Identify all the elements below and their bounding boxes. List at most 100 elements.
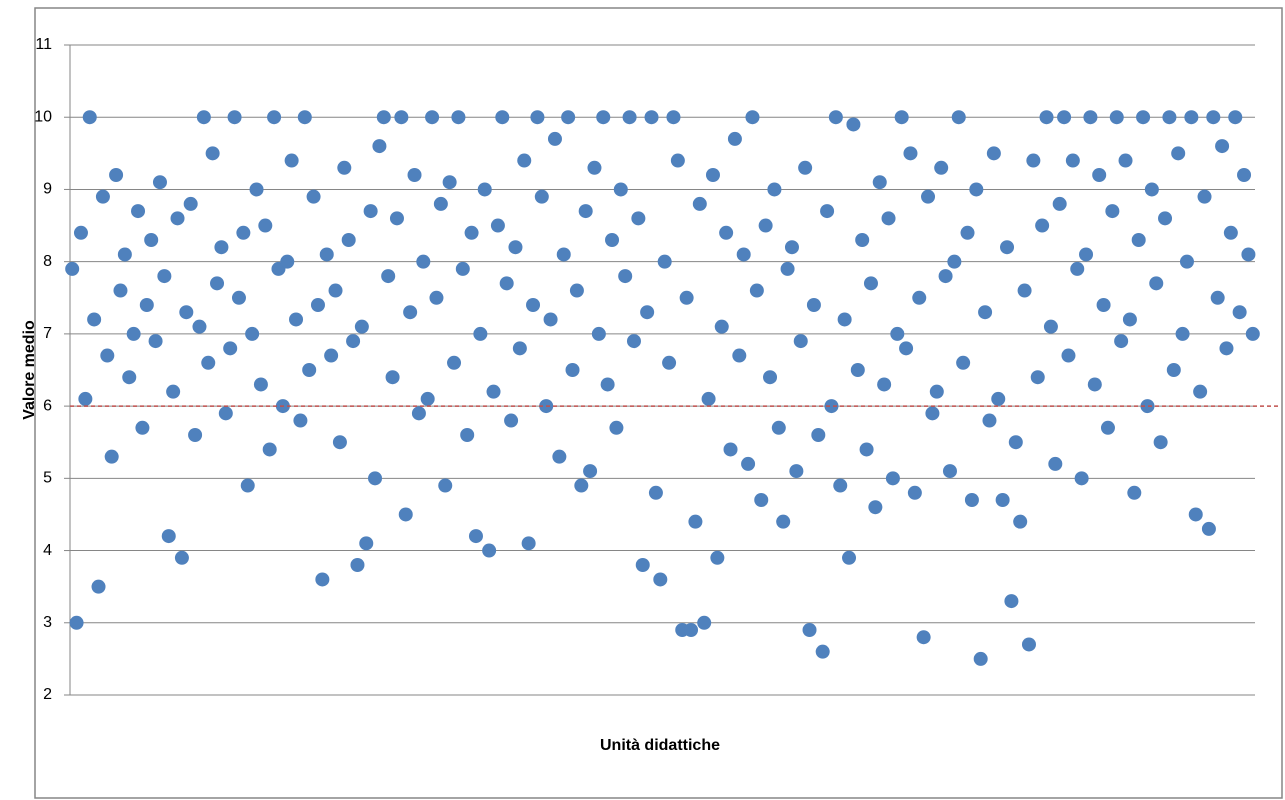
data-point	[1118, 153, 1133, 168]
data-point	[398, 507, 413, 522]
data-point	[526, 298, 541, 312]
data-point	[1140, 399, 1155, 414]
data-point	[982, 413, 997, 428]
data-point	[442, 175, 457, 190]
data-point	[973, 651, 988, 666]
data-point	[1184, 110, 1199, 125]
data-point	[297, 110, 312, 125]
data-point	[719, 225, 734, 240]
data-point	[319, 247, 334, 262]
data-point	[135, 420, 150, 435]
data-point	[833, 478, 848, 493]
data-point	[1087, 377, 1102, 392]
data-point	[732, 348, 747, 363]
data-point	[284, 153, 299, 168]
data-point	[332, 435, 347, 450]
data-point	[174, 550, 189, 565]
data-point	[1004, 594, 1019, 609]
data-point	[363, 204, 378, 219]
data-point	[530, 110, 545, 125]
data-point	[1223, 225, 1238, 240]
data-point	[657, 254, 672, 269]
data-point	[811, 428, 826, 442]
data-point	[381, 269, 396, 284]
data-point	[820, 204, 835, 219]
data-point	[394, 110, 409, 125]
data-point	[249, 182, 264, 197]
data-point	[842, 550, 857, 565]
data-point	[776, 514, 791, 529]
data-point	[1039, 110, 1054, 125]
data-point	[236, 225, 251, 240]
data-point	[1179, 254, 1194, 269]
data-point	[227, 110, 242, 125]
y-tick-label: 9	[43, 181, 52, 198]
data-point	[1021, 637, 1036, 652]
data-point	[517, 153, 532, 168]
data-point	[591, 326, 606, 341]
data-point	[1158, 211, 1173, 226]
data-point	[1030, 370, 1045, 385]
data-point	[196, 110, 211, 125]
data-point	[1026, 153, 1041, 168]
data-point	[710, 550, 725, 565]
y-tick-label: 11	[35, 36, 52, 53]
data-point	[473, 326, 488, 341]
data-point	[995, 493, 1010, 507]
data-point	[1153, 435, 1168, 450]
data-point	[863, 276, 878, 291]
data-point	[293, 413, 308, 428]
data-point	[741, 456, 756, 471]
data-point	[815, 644, 830, 659]
data-point	[346, 334, 361, 349]
data-point	[245, 326, 260, 341]
data-point	[763, 370, 778, 385]
data-point	[552, 449, 567, 464]
data-point	[499, 276, 514, 291]
data-point	[556, 247, 571, 262]
data-point	[218, 406, 233, 421]
data-point	[903, 146, 918, 161]
data-point	[306, 189, 321, 204]
data-point	[578, 204, 593, 219]
data-point	[359, 536, 374, 551]
data-point	[688, 514, 703, 529]
data-point	[793, 334, 808, 349]
data-point	[605, 233, 620, 247]
data-point	[929, 384, 944, 399]
data-point	[705, 168, 720, 182]
data-point	[262, 442, 277, 457]
y-tick-label: 10	[34, 108, 52, 125]
data-point	[1144, 182, 1159, 197]
data-point	[183, 196, 198, 211]
data-point	[850, 363, 865, 377]
data-point	[714, 319, 729, 334]
data-point	[420, 391, 435, 406]
data-point	[1245, 326, 1260, 341]
data-point	[411, 406, 426, 421]
data-point	[986, 146, 1001, 161]
data-point	[1013, 514, 1028, 529]
data-point	[1166, 363, 1181, 377]
y-tick-label: 5	[43, 470, 52, 487]
data-point	[1017, 283, 1032, 298]
data-point	[65, 261, 80, 276]
data-point	[438, 478, 453, 493]
y-tick-label: 6	[43, 397, 52, 414]
data-point	[91, 579, 106, 594]
data-point	[1193, 384, 1208, 399]
data-point	[310, 298, 325, 312]
data-point	[640, 305, 655, 320]
data-point	[600, 377, 615, 392]
data-point	[846, 117, 861, 132]
data-point	[697, 615, 712, 630]
data-point	[916, 630, 931, 645]
data-point	[214, 240, 229, 255]
data-point	[1000, 240, 1015, 255]
data-point	[824, 399, 839, 414]
data-point	[969, 182, 984, 197]
data-point	[201, 355, 216, 370]
data-point	[960, 225, 975, 240]
data-point	[798, 160, 813, 175]
data-point	[964, 493, 979, 507]
